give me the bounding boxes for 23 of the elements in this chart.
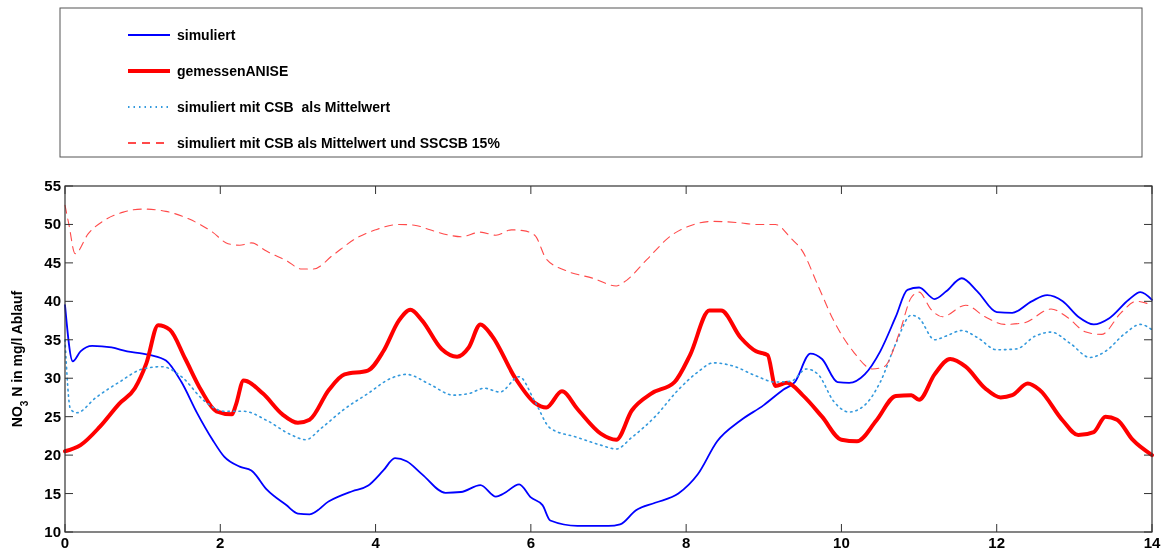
y-tick-label: 15: [44, 484, 61, 502]
legend-label: simuliert mit CSB als Mittelwert: [177, 99, 391, 115]
y-tick-label: 40: [44, 292, 61, 310]
y-tick-label: 25: [44, 407, 61, 425]
y-tick-label: 20: [44, 446, 61, 464]
y-tick-label: 10: [44, 523, 61, 540]
x-tick-label: 2: [216, 534, 225, 551]
x-tick-label: 12: [988, 534, 1006, 551]
x-tick-label: 14: [1143, 534, 1161, 551]
legend-label: simuliert mit CSB als Mittelwert und SSCSB 15%: [177, 135, 501, 151]
x-tick-label: 8: [681, 534, 691, 551]
y-tick-label: 55: [44, 177, 61, 194]
x-tick-label: 4: [371, 534, 381, 551]
y-tick-label: 30: [44, 369, 61, 387]
x-tick-label: 10: [833, 534, 850, 551]
line-series: [64, 277, 1153, 527]
legend-label: simuliert: [177, 27, 236, 43]
legend-label: gemessenANISE: [177, 63, 289, 79]
x-tick-label: 0: [60, 534, 70, 551]
y-tick-label: 50: [44, 215, 61, 233]
y-tick-label: 45: [44, 253, 61, 271]
x-tick-label: 6: [526, 534, 536, 551]
y-tick-label: 35: [44, 330, 61, 348]
